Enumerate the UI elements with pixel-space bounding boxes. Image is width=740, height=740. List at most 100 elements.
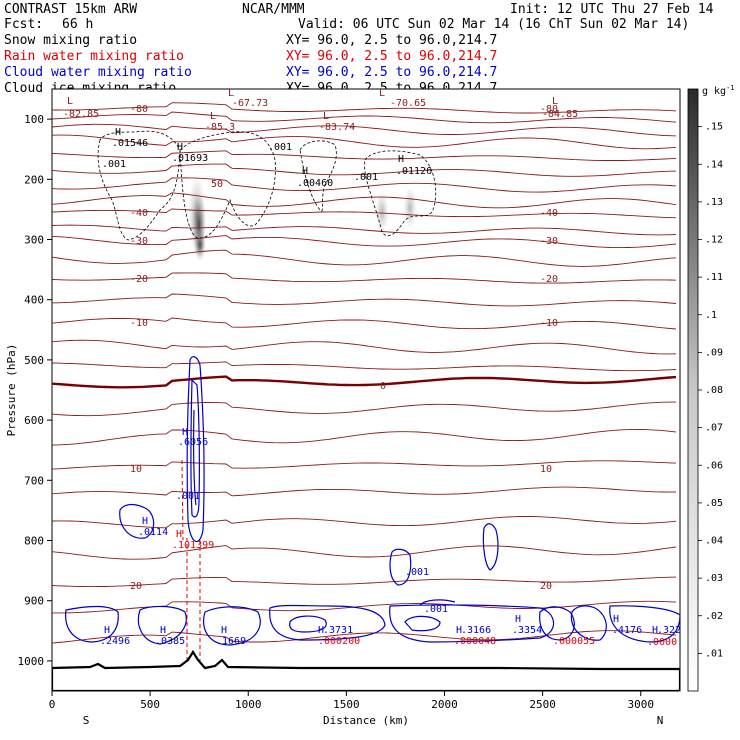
temperature-isotherms: -80 -80 -40 -40 -30 -30 -20 -20 -10 -10 0 10 10 20 20 [52, 102, 677, 644]
x-axis-label: Distance (km) [323, 714, 409, 727]
isotherm-label: -80 [130, 104, 148, 115]
colorbar-tick-label: .07 [705, 423, 723, 434]
isotherm-line [52, 235, 677, 249]
extrema-label: .01126 [396, 166, 432, 177]
isotherm-line [52, 516, 677, 529]
header-valid: Valid: 06 UTC Sun 02 Mar 14 (16 ChT Sun … [298, 17, 689, 32]
field-xy-snow: XY= 96.0, 2.5 to 96.0,214.7 [286, 33, 497, 48]
colorbar-tick-label: .03 [705, 573, 723, 584]
high-marker: H [160, 625, 166, 636]
colorbar-tick-label: .04 [705, 536, 723, 547]
extrema-label: -70.65 [390, 98, 426, 109]
isotherm-label: -20 [130, 274, 148, 285]
contour-value-label: .001 [176, 491, 200, 502]
low-marker: L [379, 88, 385, 99]
high-marker: H [456, 625, 462, 636]
high-marker: H [318, 625, 324, 636]
isotherm-label: -30 [130, 236, 148, 247]
isotherm-line [52, 102, 677, 114]
extrema-label: .00460 [297, 178, 333, 189]
isotherm-line [52, 428, 677, 446]
extrema-label: .000055 [553, 636, 595, 647]
y-tick-label: 200 [24, 173, 44, 186]
field-name-cloudwater: Cloud water mixing ratio [4, 65, 192, 80]
isotherm-line [52, 272, 677, 284]
x-tick-label: 2500 [529, 698, 556, 711]
isotherm-label: -30 [540, 236, 558, 247]
y-tick-label: 600 [24, 414, 44, 427]
header-title: CONTRAST 15km ARW [4, 2, 137, 17]
high-marker: H [142, 516, 148, 527]
colorbar-tick-label: .11 [705, 272, 723, 283]
y-tick-label: 700 [24, 474, 44, 487]
colorbar-tick-label: .02 [705, 611, 723, 622]
extrema-label: .6056 [178, 437, 208, 448]
isotherm-line [52, 339, 677, 355]
isotherm-line [52, 249, 677, 267]
isotherm-label: -10 [130, 318, 148, 329]
colorbar-tick-label: .13 [705, 197, 723, 208]
isotherm-line [52, 150, 677, 161]
extrema-label: .0000 [647, 637, 677, 648]
x-tick-label: 1000 [235, 698, 262, 711]
extrema-label: .01546 [112, 138, 148, 149]
contour-value-label: .001 [424, 604, 448, 615]
y-tick-label: 100 [24, 113, 44, 126]
x-tick-label: 2000 [431, 698, 458, 711]
freezing-level-isotherm [52, 375, 677, 389]
cloud-water-contours [65, 356, 680, 646]
high-marker: H [176, 529, 182, 540]
y-tick-label: 300 [24, 234, 44, 247]
contour-value-label: .001 [102, 159, 126, 170]
colorbar-tick-label: .05 [705, 498, 723, 509]
high-marker: H [177, 142, 183, 153]
colorbar-tick-label: .15 [705, 122, 723, 133]
x-axis-ticks: 0 500 1000 1500 2000 2500 3000 [49, 691, 654, 711]
contour-value-label: .001 [354, 172, 378, 183]
extrema-label: .3166 [461, 625, 491, 636]
isotherm-line [52, 460, 677, 470]
isotherm-line [52, 163, 677, 177]
colorbar-tick-label: .12 [705, 235, 723, 246]
extrema-label: .01693 [172, 153, 208, 164]
x-tick-label: 500 [140, 698, 160, 711]
x-tick-label: 3000 [628, 698, 655, 711]
high-marker: H [104, 625, 110, 636]
y-axis-ticks: 100 200 300 400 500 600 700 800 900 1000 [18, 113, 52, 668]
y-axis-label: Pressure (hPa) [5, 344, 18, 437]
plot-content: -80 -80 -40 -40 -30 -30 -20 -20 -10 -10 0 10 10 20 20 [52, 102, 680, 691]
y-tick-label: 900 [24, 595, 44, 608]
y-tick-label: 800 [24, 535, 44, 548]
isotherm-label: 20 [540, 581, 552, 592]
extrema-label: .322 [657, 625, 681, 636]
high-marker: H [221, 625, 227, 636]
rain-contours [181, 459, 201, 670]
isotherm-label: -40 [130, 208, 148, 219]
isotherm-line [52, 123, 677, 137]
colorbar-tick-label: .06 [705, 460, 723, 471]
isotherm-line [52, 293, 677, 307]
extrema-labels: L -82.85 L -67.73 L -70.65 L -84.85 L -8… [63, 88, 681, 648]
colorbar-tick-label: .01 [705, 648, 723, 659]
extrema-label: -83.74 [319, 122, 355, 133]
y-tick-label: 400 [24, 294, 44, 307]
high-marker: H [652, 625, 658, 636]
isotherm-line [52, 361, 677, 372]
isotherm-label: -10 [540, 318, 558, 329]
isotherm-label: 10 [130, 464, 142, 475]
contour-value-label: .001 [268, 142, 292, 153]
y-tick-label: 1000 [18, 655, 45, 668]
extrema-label: .000048 [454, 636, 496, 647]
x-end-label-south: S [83, 714, 90, 727]
plot-area [51, 88, 681, 692]
colorbar-gradient [687, 88, 699, 692]
isotherm-line [52, 545, 677, 560]
x-tick-label: 1500 [333, 698, 360, 711]
high-marker: H [398, 154, 404, 165]
extrema-label: .4176 [612, 625, 642, 636]
x-tick-label: 0 [49, 698, 56, 711]
isotherm-line [52, 134, 677, 150]
low-marker: L [323, 111, 329, 122]
isotherm-line [52, 317, 677, 330]
